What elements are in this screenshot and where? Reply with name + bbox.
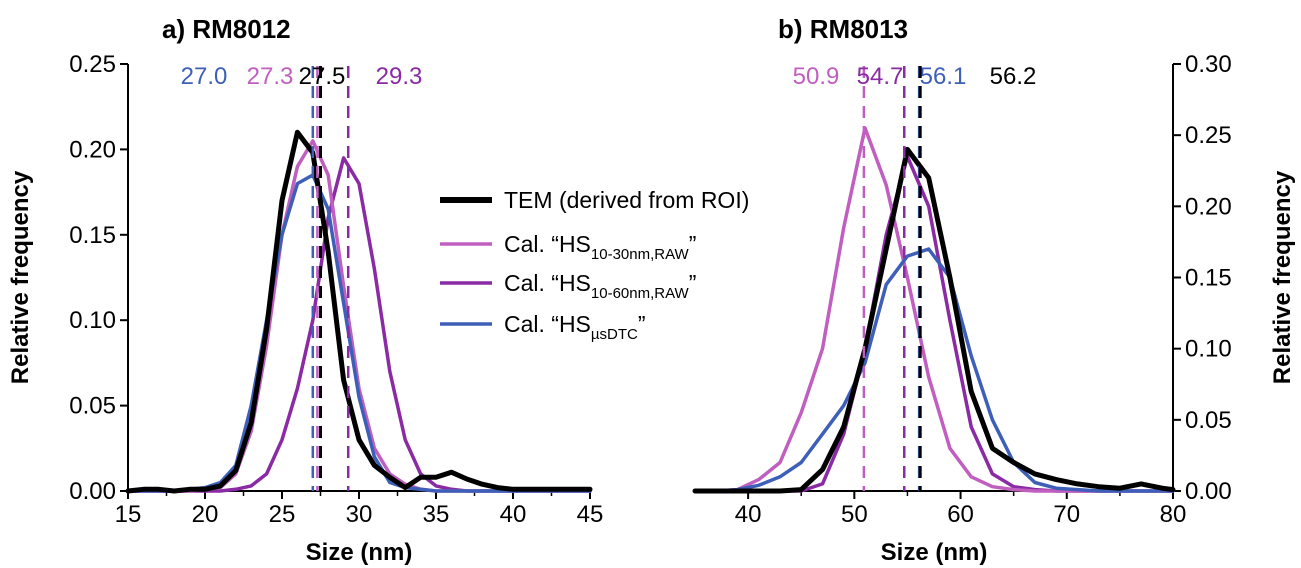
- x-tick-label: 35: [423, 501, 450, 528]
- mean-label-hs60: 54.7: [857, 63, 904, 90]
- panel-a: a) RM8012 15 20 25 30 35 40 45 0.00 0.05 0.10 0.15 0…: [7, 14, 603, 566]
- series-line-hs30: [693, 126, 1175, 493]
- legend-label-quote: ”: [689, 231, 697, 257]
- y-tick-label: 0.10: [69, 307, 116, 334]
- legend-label-text: TEM (derived from ROI): [504, 187, 749, 213]
- y-tick-label: 0.05: [69, 393, 116, 420]
- mean-label-hs30: 27.3: [247, 63, 294, 90]
- panel-title: b) RM8013: [778, 14, 908, 44]
- legend-label-hs60: Cal. “HS10-60nm,RAW”: [504, 270, 696, 302]
- mean-label-dtc: 56.1: [920, 63, 967, 90]
- y-tick-label: 0.20: [1185, 193, 1232, 220]
- legend-label-hs30: Cal. “HS10-30nm,RAW”: [504, 231, 696, 263]
- x-tick-label: 40: [735, 501, 762, 528]
- mean-label-tem: 56.2: [990, 63, 1037, 90]
- legend-label-subscript: 10-30nm,RAW: [591, 246, 690, 263]
- legend-label-subscript: µsDTC: [591, 326, 638, 343]
- panel-b: b) RM8013 40 50 60 70 800.00 0.05 0.10 0.15 0.20 0…: [692, 14, 1296, 566]
- legend-label-text: Cal. “HS: [504, 231, 591, 257]
- y-tick-label: 0.20: [69, 136, 116, 163]
- x-tick-label: 25: [269, 501, 296, 528]
- legend-label-subscript: 10-60nm,RAW: [591, 285, 690, 302]
- y-axis-label: Relative frequency: [7, 170, 34, 384]
- x-tick-label: 30: [346, 501, 373, 528]
- x-tick-label: 60: [947, 501, 974, 528]
- y-tick-label: 0.10: [1185, 336, 1232, 363]
- mean-label-tem: 27.5: [299, 63, 346, 90]
- mean-label-dtc: 27.0: [181, 63, 228, 90]
- series-line-dtc: [693, 247, 1175, 493]
- legend-label-text: Cal. “HS: [504, 270, 591, 296]
- legend: TEM (derived from ROI)Cal. “HS10-30nm,RA…: [440, 187, 749, 343]
- x-tick-label: 40: [500, 501, 527, 528]
- y-tick-label: 0.25: [1185, 122, 1232, 149]
- y-tick-label: 0.30: [1185, 51, 1232, 78]
- x-axis-label: Size (nm): [881, 539, 988, 566]
- legend-label-text: Cal. “HS: [504, 311, 591, 337]
- y-tick-label: 0.00: [69, 478, 116, 505]
- legend-label-quote: ”: [689, 270, 697, 296]
- y-axis-label: Relative frequency: [1269, 170, 1296, 384]
- y-tick-label: 0.25: [69, 51, 116, 78]
- x-tick-label: 50: [841, 501, 868, 528]
- x-tick-label: 80: [1160, 501, 1187, 528]
- mean-label-hs30: 50.9: [793, 63, 840, 90]
- y-tick-label: 0.05: [1185, 407, 1232, 434]
- y-tick-label: 0.15: [69, 222, 116, 249]
- series-line-tem: [692, 146, 1176, 494]
- x-tick-label: 45: [577, 501, 604, 528]
- x-tick-label: 15: [115, 501, 142, 528]
- x-tick-label: 20: [192, 501, 219, 528]
- y-tick-label: 0.00: [1185, 478, 1232, 505]
- x-tick-label: 70: [1053, 501, 1080, 528]
- legend-label-quote: ”: [638, 311, 646, 337]
- legend-label-tem: TEM (derived from ROI): [504, 187, 749, 213]
- legend-label-dtc: Cal. “HSµsDTC”: [504, 311, 646, 343]
- panel-title: a) RM8012: [162, 14, 291, 44]
- mean-label-hs60: 29.3: [376, 63, 423, 90]
- x-axis-label: Size (nm): [306, 539, 413, 566]
- series-line-tem: [125, 129, 593, 494]
- y-tick-label: 0.15: [1185, 265, 1232, 292]
